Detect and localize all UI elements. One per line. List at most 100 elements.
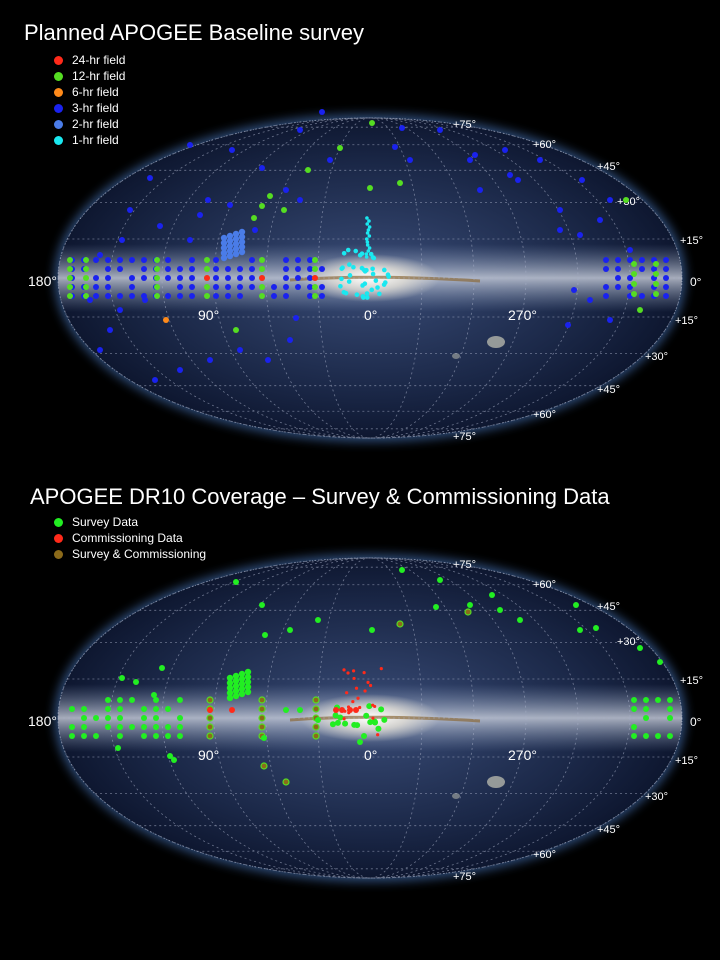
field-marker <box>295 266 301 272</box>
field-marker <box>238 670 246 678</box>
field-marker <box>371 718 378 725</box>
field-marker <box>467 157 473 163</box>
field-marker <box>537 157 543 163</box>
field-marker <box>307 266 313 272</box>
field-marker <box>315 617 321 623</box>
latitude-label: +75° <box>453 431 476 443</box>
field-marker <box>205 197 211 203</box>
field-marker <box>356 696 360 700</box>
field-marker <box>67 284 73 290</box>
field-marker <box>225 284 231 290</box>
field-marker <box>237 275 243 281</box>
field-marker <box>177 275 183 281</box>
longitude-label: 270° <box>508 307 537 323</box>
field-marker <box>141 275 147 281</box>
field-marker <box>187 237 193 243</box>
field-marker <box>238 685 246 693</box>
field-marker <box>307 284 313 290</box>
field-marker <box>83 275 89 281</box>
field-marker <box>129 697 135 703</box>
field-marker <box>93 257 99 263</box>
field-marker <box>167 753 173 759</box>
field-marker <box>177 266 183 272</box>
field-marker <box>327 157 333 163</box>
legend-label: Survey & Commissioning <box>72 547 207 561</box>
field-marker <box>265 357 271 363</box>
field-marker <box>603 293 609 299</box>
field-marker <box>220 254 228 262</box>
field-markers <box>67 109 669 383</box>
field-marker <box>332 712 339 719</box>
field-marker <box>249 275 255 281</box>
field-marker <box>249 266 255 272</box>
field-marker <box>643 706 649 712</box>
field-marker <box>333 707 339 713</box>
field-marker <box>237 347 243 353</box>
field-marker <box>141 257 147 263</box>
field-marker <box>339 707 345 713</box>
field-marker <box>362 670 366 675</box>
field-marker <box>297 707 303 713</box>
field-marker <box>177 367 183 373</box>
field-marker <box>615 275 621 281</box>
field-marker <box>312 257 318 263</box>
field-marker <box>105 715 111 721</box>
field-marker <box>165 733 171 739</box>
field-marker <box>129 293 135 299</box>
field-marker <box>377 291 382 297</box>
field-marker <box>623 197 629 203</box>
field-marker <box>105 284 111 290</box>
field-marker <box>345 247 351 253</box>
field-marker <box>472 152 478 158</box>
field-marker <box>367 234 372 238</box>
field-marker <box>220 239 228 247</box>
field-marker <box>319 266 325 272</box>
field-marker <box>663 293 669 299</box>
field-marker <box>312 696 320 704</box>
field-marker <box>165 293 171 299</box>
field-marker <box>204 266 210 272</box>
field-marker <box>105 697 111 703</box>
field-marker <box>587 297 593 303</box>
field-marker <box>497 607 503 613</box>
field-marker <box>232 672 240 680</box>
field-marker <box>615 266 621 272</box>
field-marker <box>367 719 374 726</box>
field-marker <box>639 257 645 263</box>
field-marker <box>117 293 123 299</box>
field-marker <box>259 602 265 608</box>
field-marker <box>117 733 123 739</box>
field-marker <box>293 315 299 321</box>
field-marker <box>365 240 370 244</box>
field-marker <box>655 733 661 739</box>
field-marker <box>370 271 376 277</box>
field-marker <box>238 675 246 683</box>
field-marker <box>238 248 246 256</box>
legend-label: 3-hr field <box>72 101 119 115</box>
field-marker <box>226 684 234 692</box>
field-marker <box>375 725 382 732</box>
field-marker <box>366 680 370 684</box>
field-marker <box>351 264 356 270</box>
legend-swatch <box>54 549 63 559</box>
field-marker <box>345 691 349 695</box>
field-marker <box>67 266 73 272</box>
field-marker <box>593 625 599 631</box>
field-marker <box>375 285 380 290</box>
field-marker <box>225 275 231 281</box>
field-marker <box>631 733 637 739</box>
field-marker <box>207 357 213 363</box>
legend-label: 24-hr field <box>72 53 126 67</box>
field-marker <box>283 275 289 281</box>
field-marker <box>653 281 659 287</box>
field-marker <box>177 697 183 703</box>
field-marker <box>258 705 266 713</box>
field-marker <box>361 733 367 739</box>
field-marker <box>226 232 234 240</box>
field-marker <box>631 706 637 712</box>
legend-swatch <box>54 103 63 113</box>
field-marker <box>651 266 657 272</box>
field-marker <box>639 266 645 272</box>
latitude-label: +45° <box>597 161 620 173</box>
field-marker <box>249 257 255 263</box>
